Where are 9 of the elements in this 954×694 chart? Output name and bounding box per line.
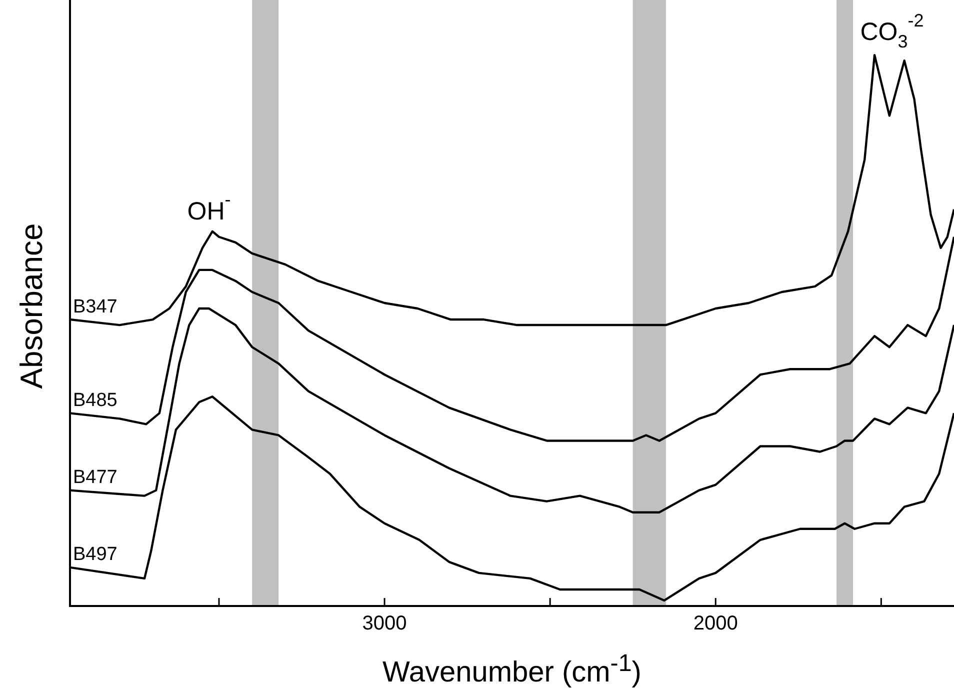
annotation: OH- (187, 190, 231, 226)
series-label: B485 (73, 390, 118, 411)
x-tick-label: 3000 (362, 612, 407, 635)
series-label: B347 (73, 296, 118, 318)
x-tick-label: 2000 (693, 612, 738, 635)
y-axis-title: Absorbance (14, 223, 50, 389)
series-label: B477 (73, 467, 118, 488)
series-label: B497 (73, 544, 118, 566)
x-axis-title: Wavenumber (cm$^{-1}$) (382, 649, 642, 691)
